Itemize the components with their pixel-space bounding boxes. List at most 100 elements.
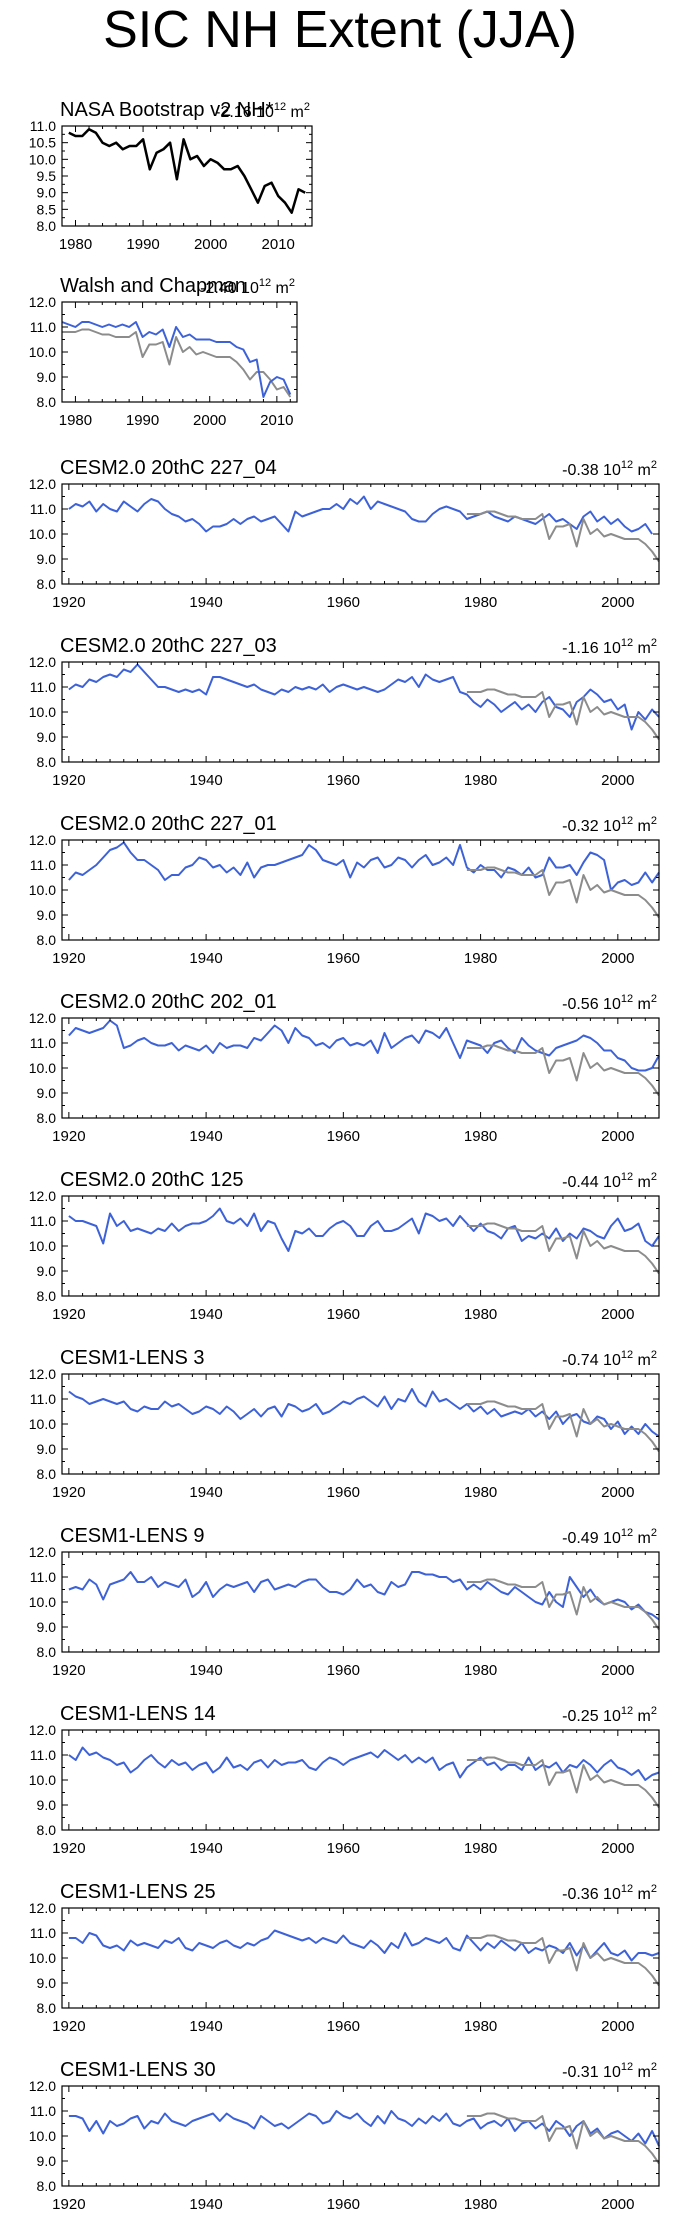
chart-panel-7: 8.0 9.0 10.0 11.0 12.0 1920 1940 1960 1980 2000 CE… [29, 1169, 660, 1323]
x-tick-label: 2000 [601, 1840, 634, 1857]
plot-frame [61, 661, 660, 763]
y-tick-label: 12.0 [29, 1722, 56, 1738]
y-tick-label: 10.0 [29, 1060, 56, 1076]
x-tick-label: 2000 [601, 2196, 634, 2213]
x-tick-label: 1960 [327, 1484, 360, 1501]
x-tick-label: 1940 [189, 1662, 222, 1679]
trend-label: -0.38 1012 m2 [562, 459, 657, 479]
y-tick-label: 8.0 [37, 2000, 57, 2016]
chart-panel-5: 8.0 9.0 10.0 11.0 12.0 1920 1940 1960 1980 2000 CE… [29, 813, 660, 967]
y-tick-label: 11.0 [30, 1035, 56, 1051]
y-tick-label: 11.0 [30, 1747, 56, 1763]
y-tick-label: 12.0 [29, 1544, 56, 1560]
chart-title: Walsh and Chapman [60, 275, 246, 297]
x-tick-label: 1980 [464, 1484, 497, 1501]
chart-title: CESM1-LENS 9 [60, 1525, 205, 1547]
x-tick-label: 1960 [327, 594, 360, 611]
y-tick-label: 9.0 [37, 907, 57, 923]
y-tick-label: 11.0 [30, 319, 56, 335]
trend-label: -0.36 1012 m2 [562, 1883, 657, 1903]
x-tick-label: 1920 [52, 1662, 85, 1679]
plot-frame [61, 1729, 660, 1831]
chart-title: NASA Bootstrap v2 NH* [60, 99, 274, 121]
trend-label: -2.40 1012 m2 [200, 277, 295, 297]
x-tick-label: 1960 [327, 1662, 360, 1679]
y-tick-label: 8.0 [37, 1822, 57, 1838]
chart-title: CESM2.0 20thC 125 [60, 1169, 243, 1191]
series-line-model [68, 1019, 660, 1072]
x-tick-label: 2000 [601, 1128, 634, 1145]
y-tick-label: 11.0 [30, 679, 56, 695]
y-tick-label: 11.0 [30, 1925, 56, 1941]
y-tick-label: 8.0 [37, 576, 57, 592]
trend-label: -0.56 1012 m2 [562, 993, 657, 1013]
trend-label: -0.25 1012 m2 [562, 1705, 657, 1725]
y-tick-label: 12.0 [29, 1900, 56, 1916]
x-tick-label: 1980 [464, 1840, 497, 1857]
series-line-model [68, 1929, 660, 1962]
y-tick-label: 11.0 [30, 501, 56, 517]
x-tick-label: 2010 [262, 236, 295, 253]
y-tick-label: 12.0 [29, 2078, 56, 2094]
series-line-obs [62, 328, 292, 398]
x-tick-label: 1920 [52, 950, 85, 967]
x-tick-label: 1920 [52, 1484, 85, 1501]
x-tick-label: 1940 [189, 772, 222, 789]
chart-title: CESM1-LENS 3 [60, 1347, 205, 1369]
plot-frame [61, 1551, 660, 1653]
plot-frame [61, 1907, 660, 2009]
trend-label: -2.16 1012 m2 [215, 101, 310, 121]
trend-label: -0.74 1012 m2 [562, 1349, 657, 1369]
series-line-model [68, 495, 653, 535]
series-line-model [68, 1571, 660, 1621]
series-line-obs [466, 688, 660, 741]
x-tick-label: 1920 [52, 772, 85, 789]
y-tick-label: 9.0 [37, 369, 57, 385]
chart-panel-10: 8.0 9.0 10.0 11.0 12.0 1920 1940 1960 1980 2000 CE… [29, 1703, 660, 1857]
x-tick-label: 1940 [189, 1484, 222, 1501]
x-tick-label: 1920 [52, 1128, 85, 1145]
series-line-obs [466, 1578, 660, 1631]
series-line-obs [466, 1222, 660, 1275]
plot-frame [61, 839, 660, 941]
x-tick-label: 1980 [464, 772, 497, 789]
series-line-model [68, 2110, 660, 2147]
x-tick-label: 1940 [189, 950, 222, 967]
series-line-obs [466, 1044, 660, 1097]
y-tick-label: 12.0 [29, 832, 56, 848]
y-tick-label: 11.0 [30, 1391, 56, 1407]
trend-label: -0.31 1012 m2 [562, 2061, 657, 2081]
x-tick-label: 2000 [601, 1306, 634, 1323]
x-tick-label: 1920 [52, 594, 85, 611]
y-tick-label: 8.0 [37, 1288, 57, 1304]
series-line-model [68, 663, 660, 731]
y-tick-label: 10.0 [29, 1950, 56, 1966]
x-tick-label: 2000 [601, 594, 634, 611]
series-line-model [68, 1746, 660, 1781]
page-title: SIC NH Extent (JJA) [103, 1, 577, 59]
chart-panel-8: 8.0 9.0 10.0 11.0 12.0 1920 1940 1960 1980 2000 CE… [29, 1347, 660, 1501]
y-tick-label: 8.0 [37, 394, 57, 410]
y-tick-label: 10.0 [29, 882, 56, 898]
y-tick-label: 10.0 [29, 2128, 56, 2144]
x-tick-label: 1960 [327, 1128, 360, 1145]
x-tick-label: 1940 [189, 1306, 222, 1323]
x-tick-label: 1940 [189, 594, 222, 611]
chart-panel-11: 8.0 9.0 10.0 11.0 12.0 1920 1940 1960 1980 2000 CE… [29, 1881, 660, 2035]
y-tick-label: 10.0 [29, 704, 56, 720]
x-tick-label: 2000 [601, 1484, 634, 1501]
x-tick-label: 1980 [59, 412, 92, 429]
plot-frame [61, 125, 313, 227]
x-tick-label: 1980 [464, 1128, 497, 1145]
y-tick-label: 12.0 [29, 1188, 56, 1204]
trend-label: -0.49 1012 m2 [562, 1527, 657, 1547]
y-tick-label: 9.0 [37, 185, 57, 201]
y-tick-label: 9.0 [37, 1975, 57, 1991]
plot-frame [61, 1373, 660, 1475]
y-tick-label: 11.0 [30, 1569, 56, 1585]
x-tick-label: 1960 [327, 2018, 360, 2035]
y-tick-label: 10.0 [29, 344, 56, 360]
x-tick-label: 1960 [327, 950, 360, 967]
x-tick-label: 1980 [464, 2018, 497, 2035]
chart-panel-1: 8.08.59.09.510.010.511.0 1980 1990 2000 2010… [29, 99, 313, 253]
